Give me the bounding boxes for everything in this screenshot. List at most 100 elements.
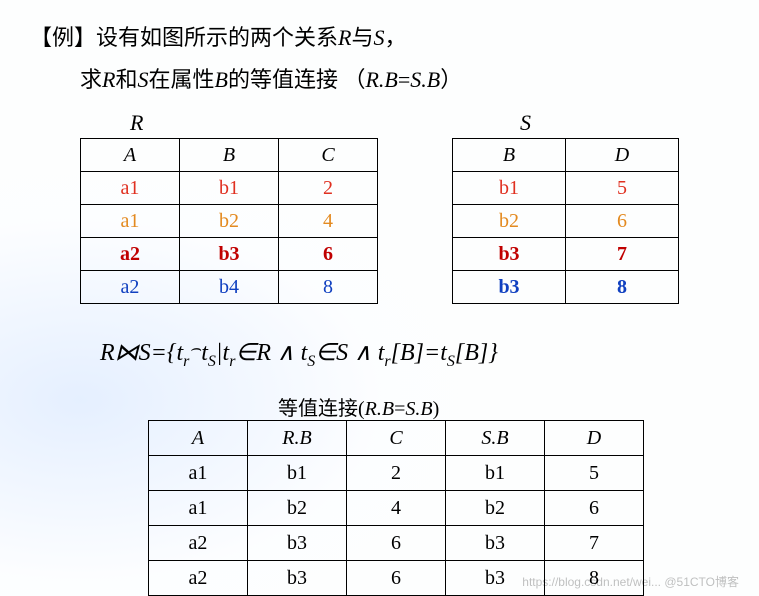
result-table: A R.B C S.B D a1 b1 2 b1 5 a1 b2 4 b2 6 … xyxy=(148,420,644,596)
concat-icon: ⌢ xyxy=(189,338,201,358)
eq-l: R.B xyxy=(365,398,394,420)
cell: 6 xyxy=(279,238,378,271)
text: 求 xyxy=(80,67,102,92)
table-row: a2 b3 6 b3 7 xyxy=(149,526,644,561)
cell: b2 xyxy=(248,491,347,526)
table-row: b3 8 xyxy=(453,271,679,304)
eq-op: = xyxy=(394,398,405,420)
f-rbrk: ] xyxy=(479,340,488,366)
and-icon: ∧ xyxy=(348,340,378,366)
cell: b2 xyxy=(446,491,545,526)
table-row: A R.B C S.B D xyxy=(149,421,644,456)
table-r: A B C a1 b1 2 a1 b2 4 a2 b3 6 a2 b4 8 xyxy=(80,138,378,304)
var-r: R xyxy=(102,67,115,92)
eq-r: S.B xyxy=(405,398,432,420)
table-row: a2 b4 8 xyxy=(81,271,378,304)
text: 在属性 xyxy=(148,67,214,92)
f-sub: S xyxy=(447,353,455,370)
f-s: S xyxy=(139,340,151,366)
var-s: S xyxy=(373,25,384,50)
text: 的等值连接 （ xyxy=(228,67,366,92)
f-rbrk: ] xyxy=(415,340,424,366)
join-icon: ⋈ xyxy=(115,340,139,366)
table-row: a1 b2 4 b2 6 xyxy=(149,491,644,526)
f-eq: = xyxy=(151,340,167,366)
cell: b3 xyxy=(453,271,566,304)
cell: b3 xyxy=(453,238,566,271)
prompt-line-2: 求R和S在属性B的等值连接 （R.B=S.B） xyxy=(80,62,462,94)
and-icon: ∧ xyxy=(271,340,301,366)
cell: 4 xyxy=(347,491,446,526)
f-r: R xyxy=(100,340,115,366)
eq-r: S.B xyxy=(410,67,440,92)
text: 等值连接( xyxy=(278,398,365,420)
cell: a2 xyxy=(81,271,180,304)
var-r: R xyxy=(338,25,351,50)
col-header: C xyxy=(279,139,378,172)
cell: a2 xyxy=(149,561,248,596)
col-header: A xyxy=(149,421,248,456)
f-S: S xyxy=(336,340,348,366)
join-formula: R⋈S={tr⌢tS|tr∈R ∧ tS∈S ∧ tr[B]=tS[B]} xyxy=(100,338,498,371)
f-B: B xyxy=(464,340,479,366)
f-bar: | xyxy=(216,340,223,366)
table-row: a1 b2 4 xyxy=(81,205,378,238)
col-header: B xyxy=(453,139,566,172)
var-b: B xyxy=(215,67,228,92)
cell: a1 xyxy=(149,491,248,526)
cell: 5 xyxy=(566,172,679,205)
col-header: D xyxy=(566,139,679,172)
text: 【例】设有如图所示的两个关系 xyxy=(30,25,338,50)
f-B: B xyxy=(400,340,415,366)
cell: b4 xyxy=(180,271,279,304)
f-t: t xyxy=(440,340,447,366)
in-icon: ∈ xyxy=(315,340,336,366)
cell: 4 xyxy=(279,205,378,238)
col-header: S.B xyxy=(446,421,545,456)
cell: b3 xyxy=(180,238,279,271)
table-row: A B C xyxy=(81,139,378,172)
text: ) xyxy=(433,398,440,420)
eq-op: = xyxy=(398,67,410,92)
col-header: D xyxy=(545,421,644,456)
f-R: R xyxy=(256,340,271,366)
table-row: b1 5 xyxy=(453,172,679,205)
cell: 6 xyxy=(347,526,446,561)
col-header: B xyxy=(180,139,279,172)
cell: 2 xyxy=(279,172,378,205)
col-header: C xyxy=(347,421,446,456)
text: ） xyxy=(440,67,462,92)
f-lbrk: [ xyxy=(455,340,464,366)
col-header: A xyxy=(81,139,180,172)
cell: b3 xyxy=(446,526,545,561)
cell: b1 xyxy=(446,456,545,491)
f-eq: = xyxy=(424,340,440,366)
cell: a1 xyxy=(81,172,180,205)
f-rb: } xyxy=(488,340,498,366)
cell: b3 xyxy=(248,526,347,561)
watermark: https://blog.csdn.net/wei... @51CTO博客 xyxy=(522,573,739,590)
table-s: B D b1 5 b2 6 b3 7 b3 8 xyxy=(452,138,679,304)
in-icon: ∈ xyxy=(235,340,256,366)
table-row: a2 b3 6 xyxy=(81,238,378,271)
cell: 7 xyxy=(566,238,679,271)
table-r-label: R xyxy=(130,110,143,136)
cell: b3 xyxy=(248,561,347,596)
cell: 5 xyxy=(545,456,644,491)
f-t: t xyxy=(201,340,208,366)
cell: b1 xyxy=(248,456,347,491)
cell: 8 xyxy=(566,271,679,304)
cell: 6 xyxy=(566,205,679,238)
table-row: B D xyxy=(453,139,679,172)
var-s: S xyxy=(137,67,148,92)
cell: a1 xyxy=(149,456,248,491)
cell: 2 xyxy=(347,456,446,491)
text: 与 xyxy=(351,25,373,50)
table-s-label: S xyxy=(520,110,531,136)
cell: a2 xyxy=(149,526,248,561)
cell: b1 xyxy=(453,172,566,205)
text: ， xyxy=(384,25,406,50)
table-row: b3 7 xyxy=(453,238,679,271)
prompt-line-1: 【例】设有如图所示的两个关系R与S， xyxy=(30,20,407,52)
f-lbrk: [ xyxy=(391,340,400,366)
